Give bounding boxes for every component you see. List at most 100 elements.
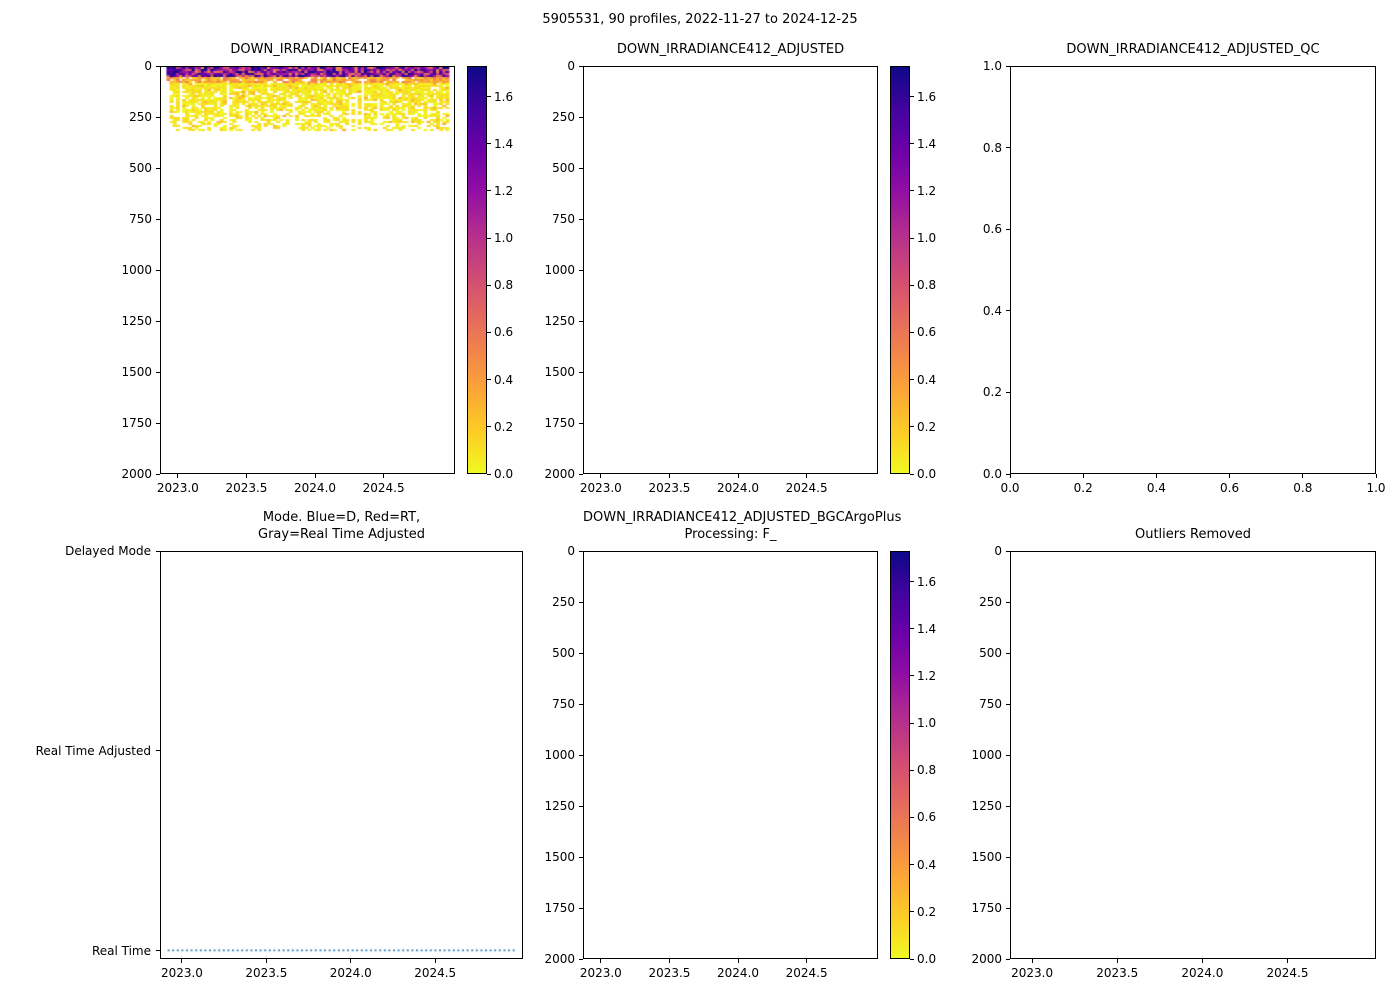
x-tick-label: 2024.5 [362,481,405,495]
y-tick-mark [579,958,583,960]
colorbar-tick-mark [910,426,914,428]
y-tick-mark [579,805,583,807]
y-tick-label: 500 [552,161,575,175]
x-tick-label: 2024.5 [785,966,828,980]
colorbar-tick-label: 0.4 [917,372,937,387]
y-tick-label: 1750 [544,416,575,430]
colorbar-bgcargoplus-processing [890,551,910,959]
y-tick-label: 1000 [544,263,575,277]
y-tick-label: 1250 [544,799,575,813]
y-tick-mark [579,371,583,373]
x-tick-mark [383,474,385,478]
colorbar-tick-label: 0.0 [917,952,937,966]
y-tick-mark [579,652,583,654]
y-tick-label: 250 [552,110,575,124]
y-tick-label: 1500 [544,850,575,864]
x-tick-mark [1155,474,1157,478]
y-tick-mark [579,218,583,220]
x-tick-mark [1375,474,1377,478]
x-tick-mark [1201,959,1203,963]
y-tick-mark [579,116,583,118]
x-tick-label: 2023.0 [579,966,622,980]
y-tick-mark [1006,228,1010,230]
axes-bgcargoplus-processing [583,551,878,959]
axes-down-irradiance412-adjusted [583,66,878,474]
x-tick-label: 2023.0 [160,966,203,980]
y-tick-label: 1500 [121,365,152,379]
x-tick-mark [350,959,352,963]
colorbar-tick-mark [487,379,491,381]
x-tick-label: 2023.5 [648,481,691,495]
colorbar-tick-label: 0.0 [494,467,514,481]
y-tick-label: 250 [129,110,152,124]
colorbar-tick-label: 0.2 [494,419,514,434]
x-tick-mark [1009,474,1011,478]
y-tick-label: 750 [552,212,575,226]
y-tick-label: 2000 [544,952,575,966]
y-category-label: Real Time [91,943,151,958]
x-tick-label: 0.0 [1000,481,1020,495]
x-tick-label: 2024.5 [785,481,828,495]
x-tick-mark [1116,959,1118,963]
colorbar-tick-label: 0.4 [917,857,937,872]
y-tick-label: 1250 [544,314,575,328]
x-tick-label: 2024.0 [294,481,337,495]
colorbar-tick-label: 0.0 [917,467,937,481]
y-tick-mark [1006,391,1010,393]
colorbar-tick-mark [910,284,914,286]
colorbar-tick-label: 1.2 [917,668,937,683]
colorbar-tick-mark [910,628,914,630]
y-tick-mark [156,422,160,424]
x-tick-mark [245,474,247,478]
y-tick-label: 1750 [971,901,1002,915]
y-tick-label: 750 [129,212,152,226]
colorbar-tick-label: 0.8 [917,763,937,778]
colorbar-tick-label: 0.6 [917,810,937,825]
x-tick-label: 2024.0 [1181,966,1224,980]
x-tick-mark [806,474,808,478]
y-tick-label: 0 [144,59,152,73]
y-tick-mark [579,550,583,552]
y-tick-mark [579,422,583,424]
y-tick-mark [579,167,583,169]
y-tick-mark [156,320,160,322]
x-tick-label: 0.4 [1146,481,1166,495]
x-tick-label: 2024.0 [329,966,372,980]
y-tick-label: 250 [979,595,1002,609]
y-tick-label: 2000 [121,467,152,481]
colorbar-tick-mark [910,96,914,98]
x-tick-label: 0.8 [1293,481,1313,495]
y-tick-mark [156,116,160,118]
y-tick-mark [1006,310,1010,312]
y-tick-label: 250 [552,595,575,609]
x-tick-mark [737,474,739,478]
colorbar-tick-mark [910,722,914,724]
y-tick-mark [1006,703,1010,705]
colorbar-tick-label: 1.6 [917,574,937,589]
axes-outliers-removed [1010,551,1376,959]
y-tick-label: 500 [129,161,152,175]
x-tick-label: 2024.5 [414,966,457,980]
subplot-title-outliers-removed: Outliers Removed [1134,527,1252,542]
y-tick-mark [579,856,583,858]
x-tick-label: 2023.0 [1011,966,1054,980]
colorbar-tick-mark [910,958,914,960]
colorbar-down-irradiance412 [467,66,487,474]
y-tick-mark [1006,65,1010,67]
y-tick-label: 2000 [544,467,575,481]
y-tick-label: 0 [567,544,575,558]
colorbar-tick-mark [910,769,914,771]
x-tick-mark [434,959,436,963]
x-tick-label: 2023.0 [579,481,622,495]
x-tick-mark [1031,959,1033,963]
colorbar-down-irradiance412-adjusted [890,66,910,474]
y-tick-mark [1006,754,1010,756]
colorbar-tick-label: 1.6 [494,89,514,104]
colorbar-tick-label: 0.2 [917,904,937,919]
colorbar-tick-label: 1.0 [494,231,514,246]
x-tick-mark [600,474,602,478]
